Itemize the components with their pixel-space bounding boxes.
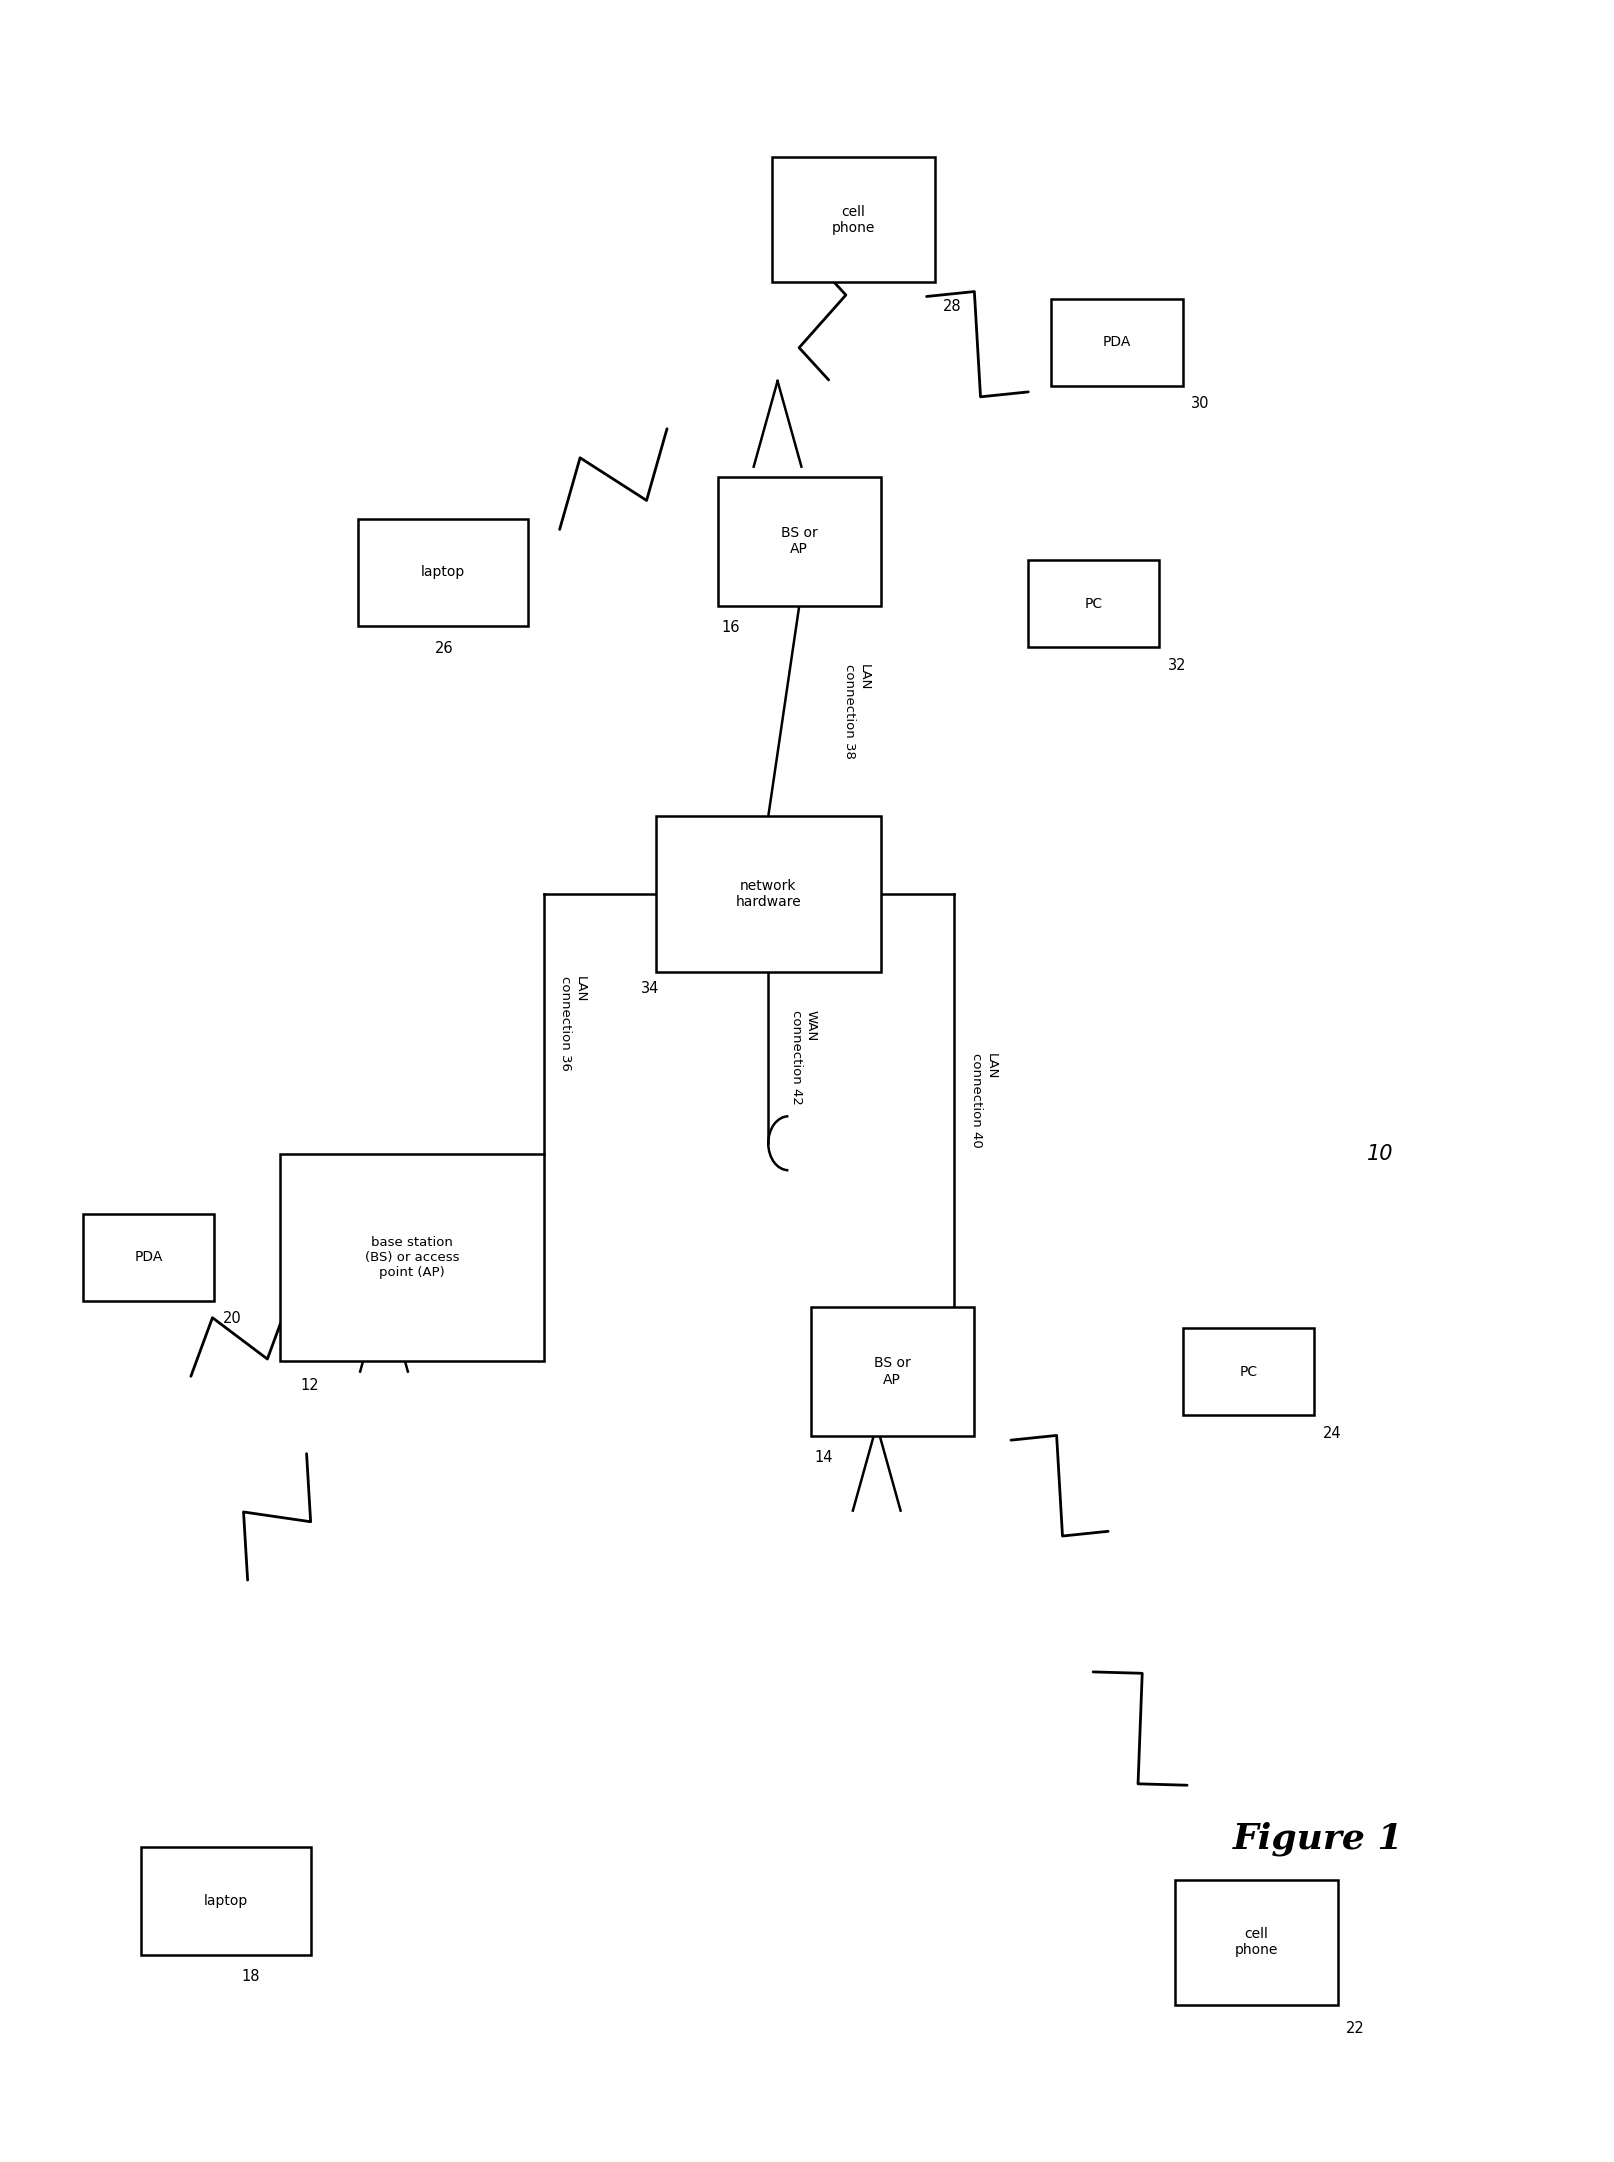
FancyBboxPatch shape bbox=[1183, 1327, 1314, 1416]
FancyBboxPatch shape bbox=[655, 817, 881, 973]
FancyBboxPatch shape bbox=[771, 158, 935, 281]
Text: 26: 26 bbox=[436, 640, 454, 655]
Text: 22: 22 bbox=[1346, 2021, 1365, 2037]
Text: laptop: laptop bbox=[203, 1894, 249, 1907]
Text: 30: 30 bbox=[1191, 396, 1210, 411]
Text: 20: 20 bbox=[223, 1312, 242, 1325]
FancyBboxPatch shape bbox=[281, 1155, 544, 1362]
Text: 18: 18 bbox=[242, 1970, 260, 1985]
Text: cell
phone: cell phone bbox=[831, 205, 875, 236]
Text: BS or
AP: BS or AP bbox=[873, 1356, 910, 1386]
FancyBboxPatch shape bbox=[82, 1213, 215, 1302]
Text: base station
(BS) or access
point (AP): base station (BS) or access point (AP) bbox=[365, 1237, 458, 1280]
Text: PC: PC bbox=[1085, 597, 1102, 610]
FancyBboxPatch shape bbox=[1028, 560, 1159, 646]
Text: cell
phone: cell phone bbox=[1235, 1926, 1278, 1957]
Text: Figure 1: Figure 1 bbox=[1233, 1820, 1404, 1855]
Text: 32: 32 bbox=[1169, 657, 1186, 672]
Text: 14: 14 bbox=[815, 1451, 833, 1466]
FancyBboxPatch shape bbox=[1051, 298, 1183, 385]
Text: LAN
connection 36: LAN connection 36 bbox=[558, 977, 587, 1072]
Text: PDA: PDA bbox=[134, 1250, 163, 1265]
FancyBboxPatch shape bbox=[140, 1846, 312, 1954]
Text: LAN
connection 38: LAN connection 38 bbox=[843, 664, 870, 759]
Text: 28: 28 bbox=[943, 298, 962, 313]
FancyBboxPatch shape bbox=[810, 1308, 973, 1436]
Text: PDA: PDA bbox=[1102, 335, 1131, 348]
Text: network
hardware: network hardware bbox=[736, 880, 801, 910]
Text: laptop: laptop bbox=[421, 566, 465, 579]
Text: 12: 12 bbox=[300, 1377, 320, 1392]
Text: BS or
AP: BS or AP bbox=[781, 525, 818, 556]
FancyBboxPatch shape bbox=[358, 519, 528, 627]
FancyBboxPatch shape bbox=[1175, 1881, 1338, 2004]
Text: 34: 34 bbox=[641, 982, 660, 997]
Text: PC: PC bbox=[1240, 1364, 1257, 1379]
FancyBboxPatch shape bbox=[718, 478, 881, 605]
Text: WAN
connection 42: WAN connection 42 bbox=[789, 1010, 818, 1105]
Text: 10: 10 bbox=[1367, 1144, 1393, 1163]
Text: LAN
connection 40: LAN connection 40 bbox=[970, 1053, 997, 1148]
Text: 16: 16 bbox=[721, 620, 741, 636]
Text: 24: 24 bbox=[1323, 1425, 1341, 1440]
